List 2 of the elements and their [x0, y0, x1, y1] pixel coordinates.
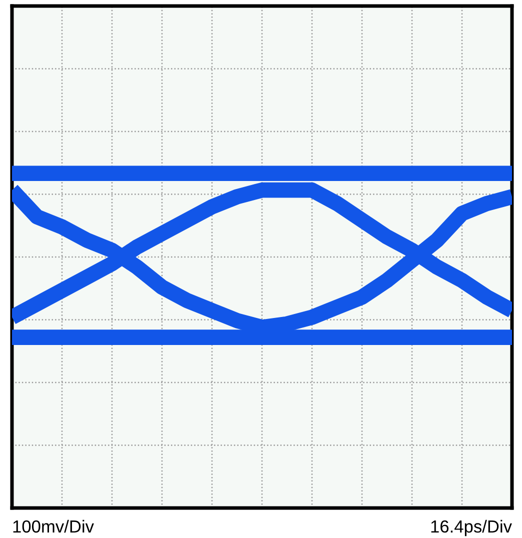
text: 16.4ps/Div	[431, 520, 512, 536]
text: 100mv/Div	[13, 520, 94, 533]
